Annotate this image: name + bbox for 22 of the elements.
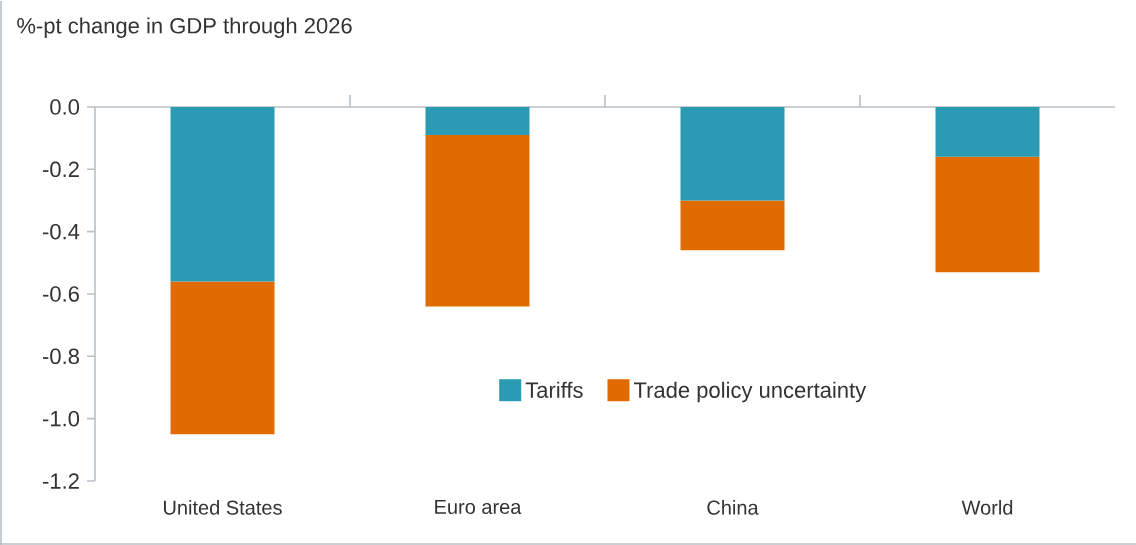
x-tick-label: Euro area	[435, 500, 522, 514]
chart-title: %-pt change in GDP through 2026	[17, 17, 352, 38]
y-tick-label: -0.4	[43, 223, 80, 240]
bar	[935, 156, 1040, 273]
bar	[170, 281, 275, 435]
x-tick-label: China	[707, 500, 759, 515]
legend-label: Trade policy uncertainty	[633, 381, 867, 403]
y-tick-label: -0.2	[43, 161, 79, 178]
y-tick-label: 0.0	[50, 99, 80, 115]
y-tick-label: -1.2	[43, 473, 79, 489]
bar	[170, 106, 275, 282]
y-tick-label: -0.6	[43, 286, 79, 302]
bar	[680, 106, 785, 201]
y-tick-label: -0.8	[43, 348, 79, 365]
y-tick-label: -1.0	[43, 410, 80, 427]
bar	[425, 135, 530, 307]
bar	[935, 106, 1040, 157]
legend-label: Tariffs	[525, 381, 583, 398]
bar	[425, 106, 530, 136]
x-tick-label: United States	[164, 500, 282, 515]
x-tick-label: World	[961, 500, 1013, 515]
bar	[680, 200, 785, 251]
